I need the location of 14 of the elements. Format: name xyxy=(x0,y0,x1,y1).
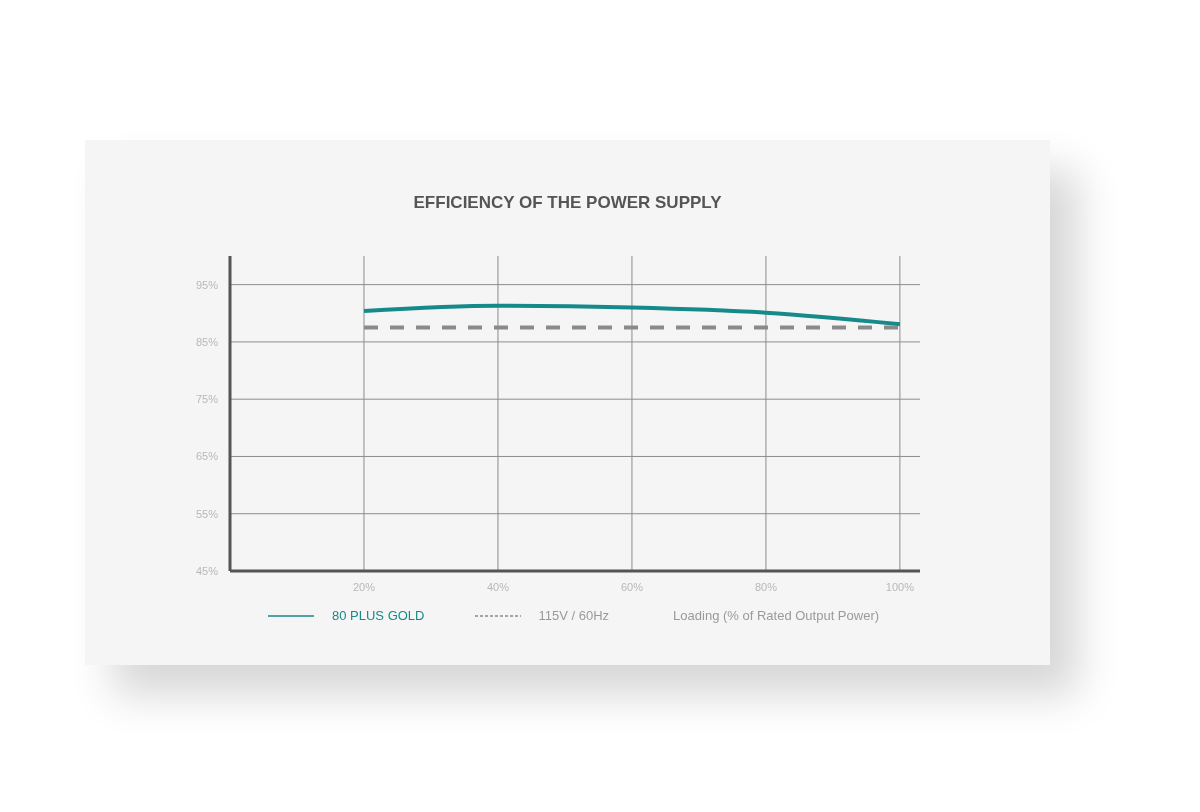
chart-title: EFFICIENCY OF THE POWER SUPPLY xyxy=(412,193,723,213)
y-tick-label: 55% xyxy=(195,507,219,520)
legend-label: 115V / 60Hz xyxy=(538,608,610,623)
y-tick-label: 65% xyxy=(195,450,219,463)
x-axis-title: Loading (% of Rated Output Power) xyxy=(673,608,880,623)
y-tick-label: 85% xyxy=(195,335,219,348)
x-tick-label: 20% xyxy=(352,580,376,593)
legend-label: 80 PLUS GOLD xyxy=(332,608,425,623)
y-tick-label: 45% xyxy=(195,564,219,577)
y-tick-label: 75% xyxy=(195,393,219,406)
y-tick-label: 95% xyxy=(195,278,219,291)
line-series xyxy=(361,303,902,327)
x-tick-label: 40% xyxy=(486,580,510,593)
x-tick-label: 80% xyxy=(754,580,778,593)
